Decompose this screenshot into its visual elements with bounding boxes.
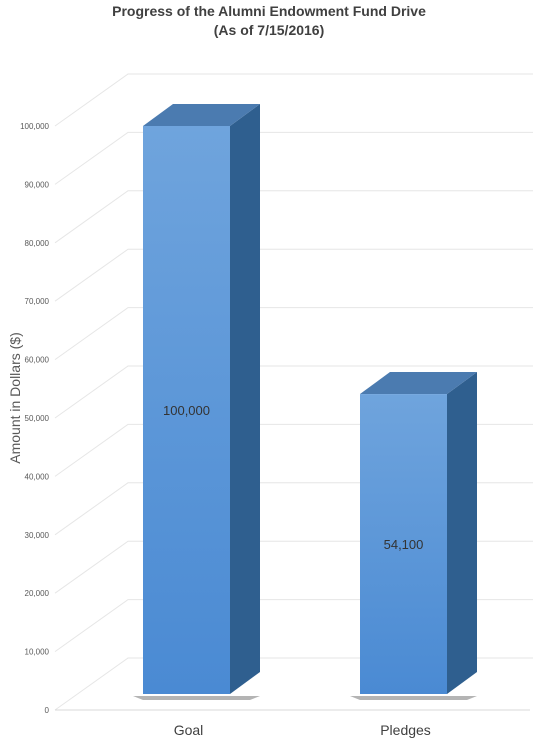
y-tick-label: 100,000 <box>20 122 49 131</box>
bar-side <box>230 104 260 694</box>
gridline <box>54 73 533 127</box>
gridline <box>54 365 533 419</box>
y-tick-label: 80,000 <box>25 239 50 248</box>
bar-side <box>447 372 477 694</box>
bar <box>360 394 447 694</box>
x-tick-label: Pledges <box>380 722 431 738</box>
y-tick-label: 40,000 <box>25 472 50 481</box>
data-label: 54,100 <box>384 537 424 552</box>
x-tick-label: Goal <box>174 722 204 738</box>
bar-top <box>143 104 260 126</box>
y-tick-label: 10,000 <box>25 648 50 657</box>
gridline <box>54 190 533 244</box>
bar <box>143 126 230 694</box>
data-label: 100,000 <box>163 403 210 418</box>
chart-subtitle: (As of 7/15/2016) <box>213 22 325 38</box>
y-tick-label: 30,000 <box>25 531 50 540</box>
gridline <box>54 131 533 185</box>
y-tick-label: 60,000 <box>25 356 50 365</box>
y-tick-label: 50,000 <box>25 414 50 423</box>
bar-shadow <box>350 696 477 700</box>
y-tick-label: 0 <box>45 706 50 715</box>
bar-top <box>360 372 477 395</box>
y-tick-label: 90,000 <box>25 180 50 189</box>
bar-shadow <box>133 696 260 700</box>
gridline <box>54 307 533 361</box>
y-axis-label: Amount in Dollars ($) <box>7 332 23 464</box>
gridline <box>54 248 533 302</box>
y-tick-label: 20,000 <box>25 589 50 598</box>
chart-title: Progress of the Alumni Endowment Fund Dr… <box>112 3 426 19</box>
y-tick-label: 70,000 <box>25 297 50 306</box>
